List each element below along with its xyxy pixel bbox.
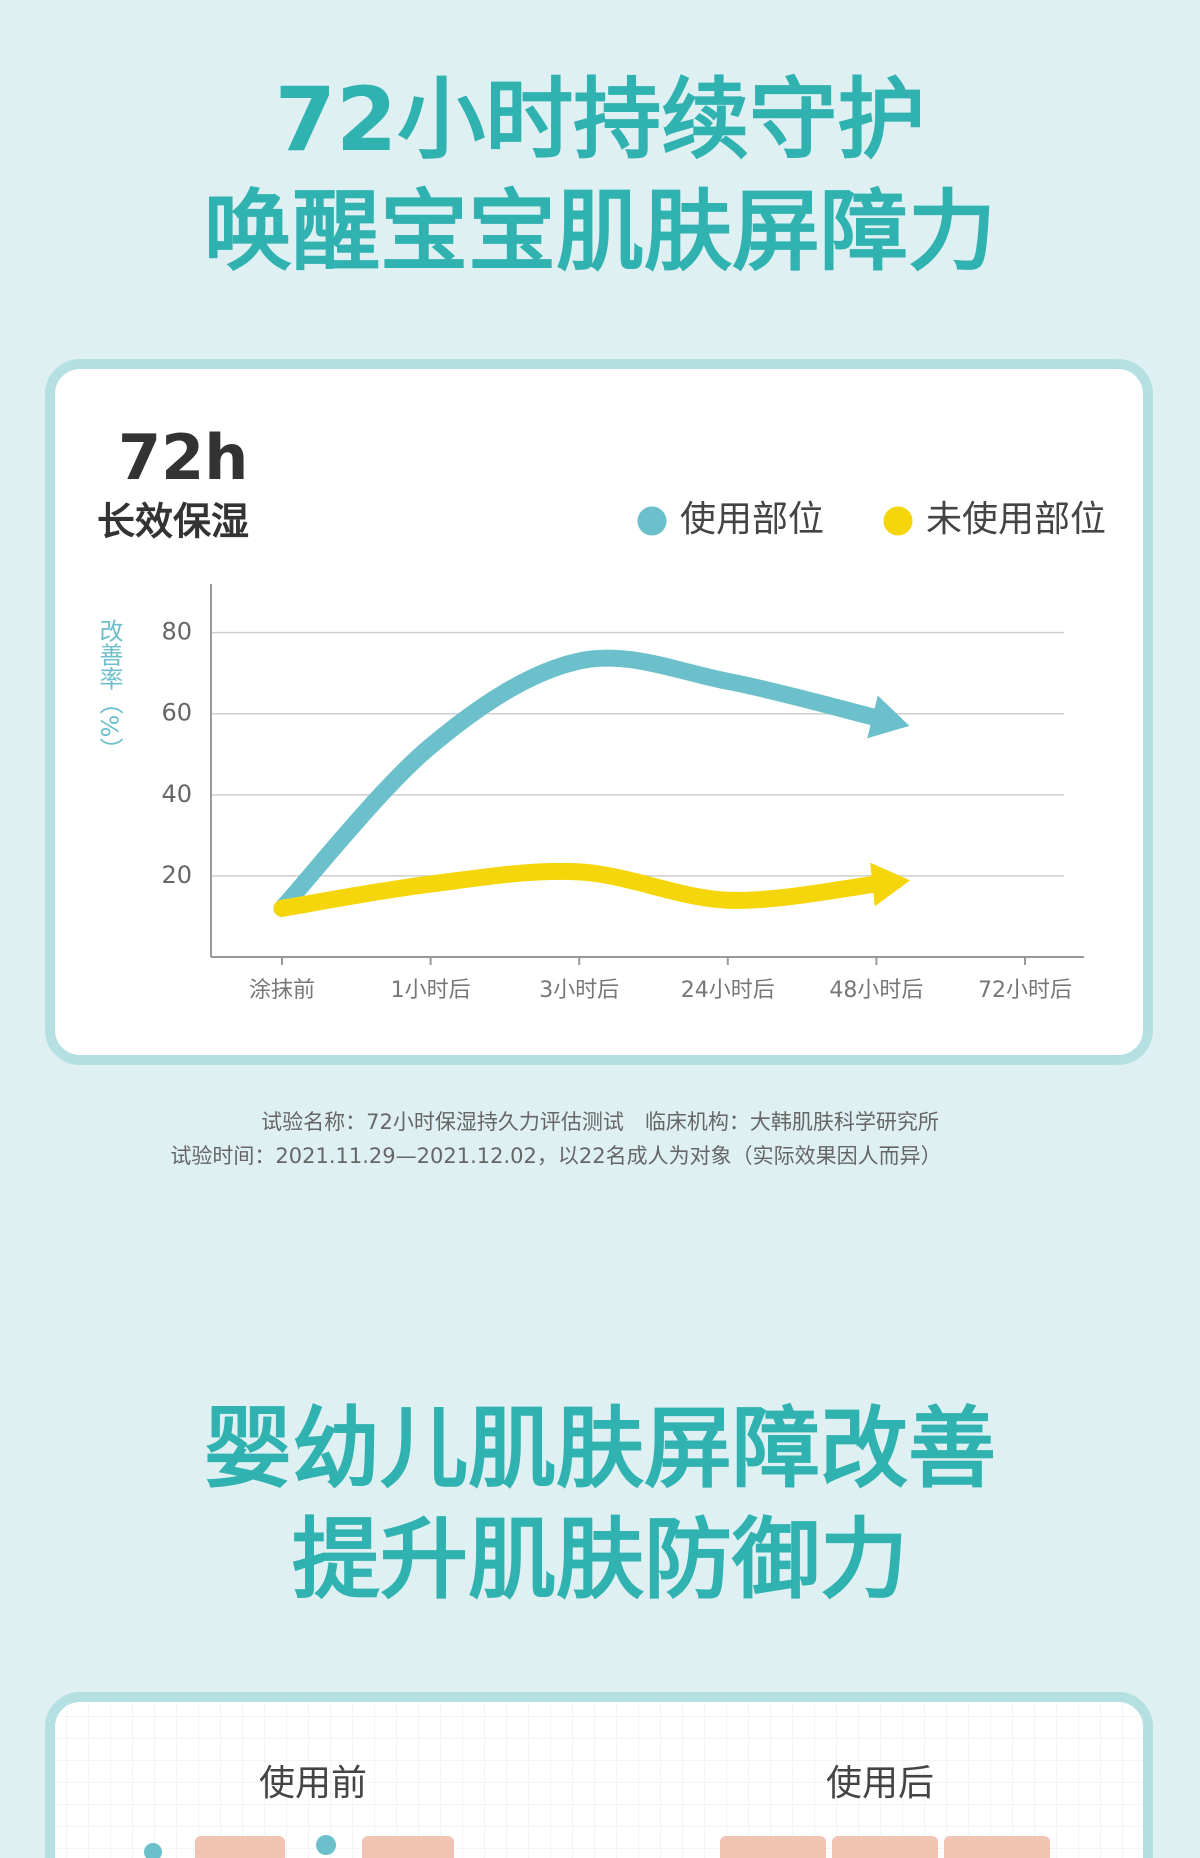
x-tick-label: 1小时后 [391, 978, 471, 1003]
droplet [144, 1843, 162, 1858]
y-axis-label: 改善率（%） [95, 619, 123, 762]
compare-label: 使用后 [826, 1763, 934, 1804]
headline: 72小时持续守护 [275, 68, 925, 171]
legend-swatch [634, 503, 670, 539]
skin-cell [362, 1836, 454, 1858]
series-line [273, 862, 885, 917]
y-tick-label: 40 [161, 780, 192, 808]
headline: 提升肌肤防御力 [292, 1508, 908, 1611]
droplet [316, 1835, 336, 1855]
skin-cell [720, 1836, 826, 1858]
headline: 婴幼儿肌肤屏障改善 [204, 1397, 996, 1500]
note: 试验时间：2021.11.29—2021.12.02，以22名成人为对象（实际效… [170, 1144, 941, 1168]
y-tick-label: 20 [161, 861, 192, 889]
headline: 唤醒宝宝肌肤屏障力 [204, 180, 996, 283]
y-tick-label: 80 [161, 618, 192, 646]
x-tick-label: 24小时后 [681, 978, 775, 1003]
skin-cell [944, 1836, 1050, 1858]
legend-label: 使用部位 [680, 499, 824, 540]
legend-swatch [880, 503, 916, 539]
x-tick-label: 3小时后 [539, 978, 619, 1003]
chart-title: 72h [118, 421, 248, 494]
chart-subtitle: 长效保湿 [97, 500, 249, 544]
x-tick-label: 48小时后 [829, 978, 923, 1003]
legend-label: 未使用部位 [926, 499, 1106, 540]
skin-cell [195, 1836, 285, 1858]
y-tick-label: 60 [161, 699, 192, 727]
skin-cells [144, 1835, 1050, 1858]
arrow-head [870, 862, 911, 907]
compare-label: 使用前 [259, 1763, 367, 1804]
grid-pattern [56, 1703, 1142, 1858]
note: 试验名称：72小时保湿持久力评估测试 临床机构：大韩肌肤科学研究所 [261, 1110, 939, 1134]
x-tick-label: 涂抹前 [249, 978, 315, 1003]
x-tick-label: 72小时后 [978, 978, 1072, 1003]
arrow-head [867, 695, 910, 739]
skin-cell [832, 1836, 938, 1858]
plot: 20 40 60 80 涂抹前 1小时后 3小时后 24小时后 48小时后 72小时后 [161, 584, 1084, 1003]
series-line [273, 649, 885, 917]
